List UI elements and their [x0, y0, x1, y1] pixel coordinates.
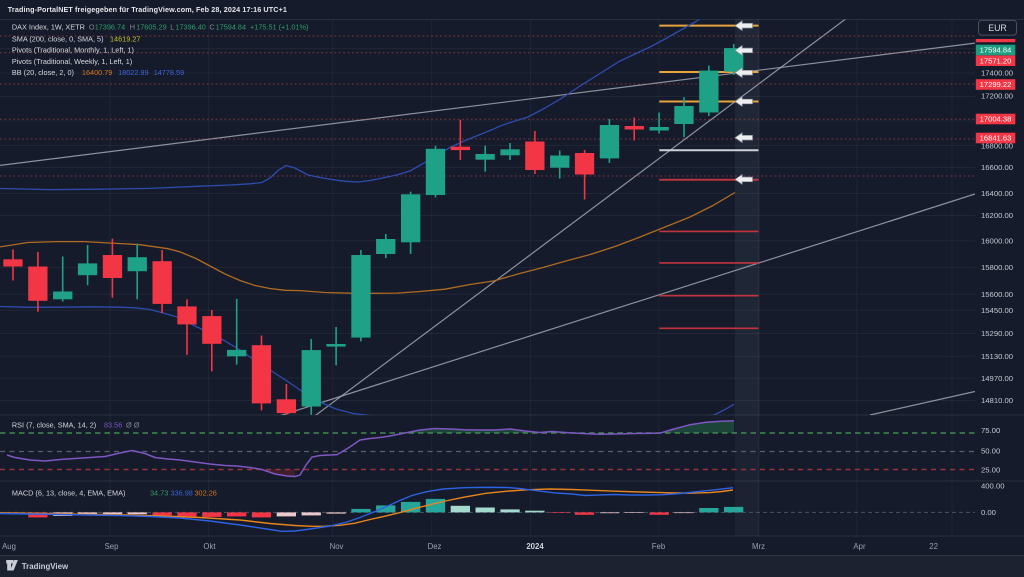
svg-text:SMA (200, close, 0, SMA, 5)146: SMA (200, close, 0, SMA, 5) 14619.27 — [12, 34, 141, 43]
svg-text:Sep: Sep — [105, 542, 120, 551]
svg-text:16400.00: 16400.00 — [981, 189, 1013, 198]
svg-text:17571.20: 17571.20 — [980, 56, 1012, 65]
svg-text:MACD (6, 13, close, 4, EMA, EM: MACD (6, 13, close, 4, EMA, EMA) 34.73 336… — [12, 488, 217, 497]
svg-text:15600.00: 15600.00 — [981, 290, 1013, 299]
svg-text:400.00: 400.00 — [981, 482, 1005, 491]
svg-text:14810.00: 14810.00 — [981, 396, 1013, 405]
svg-text:16800.00: 16800.00 — [981, 142, 1013, 151]
svg-text:17004.38: 17004.38 — [980, 115, 1012, 124]
svg-text:Pivots (Traditional, Monthly,: Pivots (Traditional, Monthly, 1, Left, 1… — [12, 46, 134, 55]
svg-text:15800.00: 15800.00 — [981, 263, 1013, 272]
svg-text:16600.00: 16600.00 — [981, 163, 1013, 172]
svg-text:15450.00: 15450.00 — [981, 306, 1013, 315]
svg-text:RSI (7, close, SMA, 14, 2)83.5: RSI (7, close, SMA, 14, 2) 83.56 Ø Ø — [12, 421, 140, 430]
svg-text:Mrz: Mrz — [752, 542, 765, 551]
svg-text:17200.00: 17200.00 — [981, 92, 1013, 101]
svg-text:14970.00: 14970.00 — [981, 374, 1013, 383]
svg-text:Feb: Feb — [652, 542, 666, 551]
svg-text:75.00: 75.00 — [981, 426, 1000, 435]
svg-text:17400.00: 17400.00 — [981, 69, 1013, 78]
svg-text:Apr: Apr — [853, 542, 866, 551]
svg-text:16200.00: 16200.00 — [981, 211, 1013, 220]
svg-text:17299.22: 17299.22 — [980, 80, 1012, 89]
svg-text:Okt: Okt — [203, 542, 216, 551]
svg-text:Dez: Dez — [428, 542, 442, 551]
svg-text:15130.00: 15130.00 — [981, 352, 1013, 361]
svg-text:50.00: 50.00 — [981, 447, 1000, 456]
svg-text:22: 22 — [929, 542, 938, 551]
svg-text:TradingView: TradingView — [22, 562, 69, 571]
svg-text:16000.00: 16000.00 — [981, 237, 1013, 246]
svg-text:16841.63: 16841.63 — [980, 134, 1012, 143]
svg-text:15290.00: 15290.00 — [981, 329, 1013, 338]
svg-text:0.00: 0.00 — [981, 508, 996, 517]
svg-text:Pivots (Traditional, Weekly, 1: Pivots (Traditional, Weekly, 1, Left, 1) — [12, 57, 132, 66]
svg-text:Trading-PortalNET freigegeben: Trading-PortalNET freigegeben für Tradin… — [8, 5, 287, 14]
svg-text:EUR: EUR — [988, 23, 1007, 33]
svg-text:2024: 2024 — [526, 542, 544, 551]
svg-text:Aug: Aug — [2, 542, 16, 551]
svg-text:Nov: Nov — [330, 542, 344, 551]
svg-text:25.00: 25.00 — [981, 466, 1000, 475]
svg-text:17594.84: 17594.84 — [980, 46, 1012, 55]
